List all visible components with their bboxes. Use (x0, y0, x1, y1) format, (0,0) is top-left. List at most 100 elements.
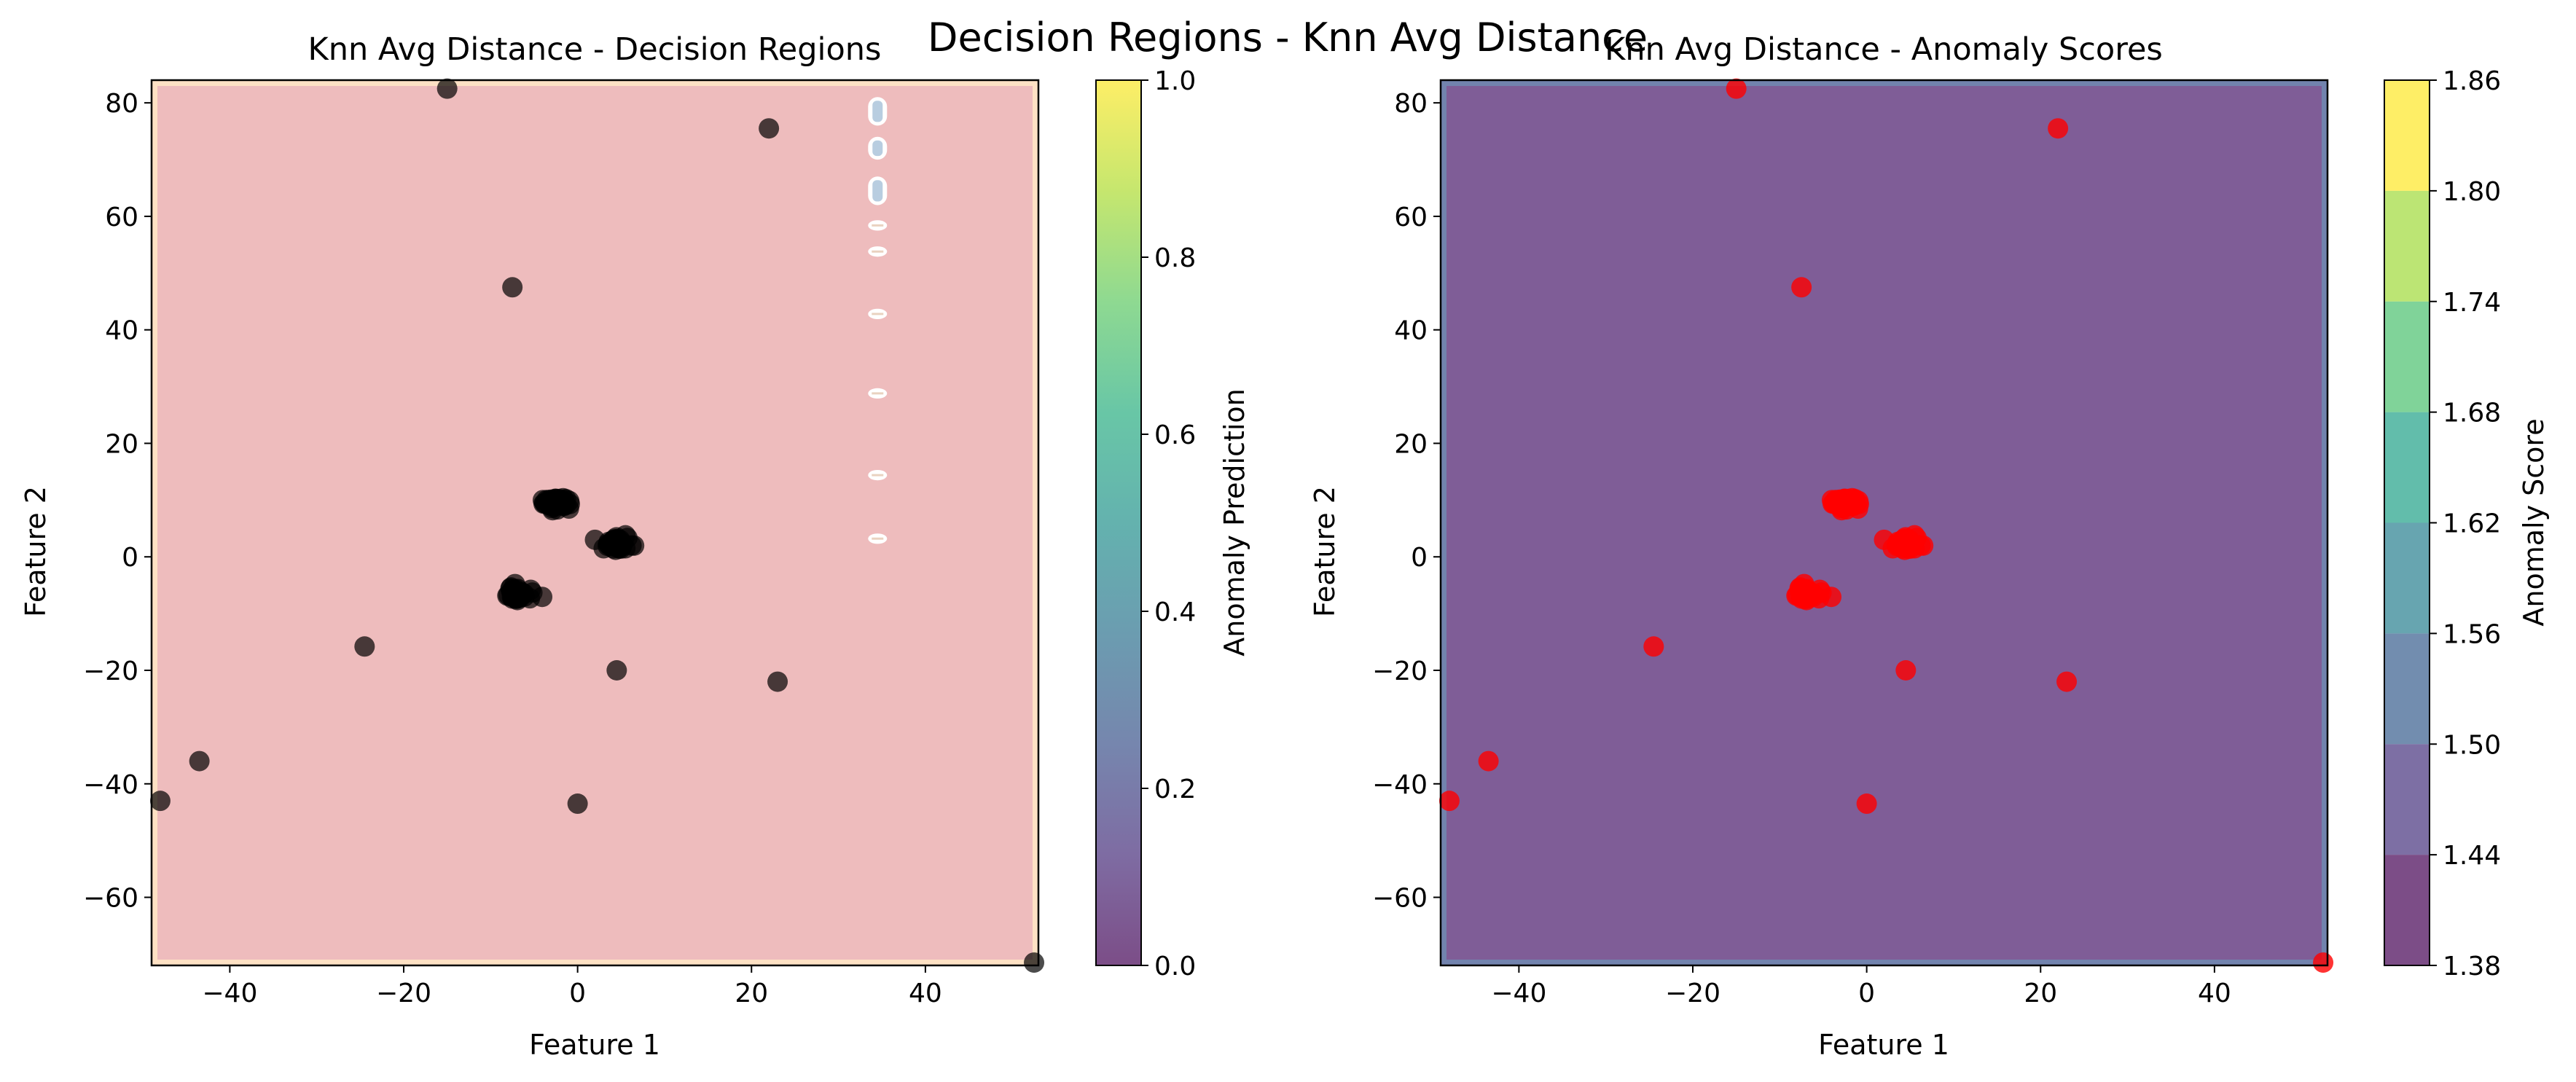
prediction-colorbar-gradient (1096, 80, 1141, 965)
anomaly-scores-ylabel: Feature 2 (1309, 486, 1341, 617)
decision-regions-y-tick-label: −60 (83, 884, 138, 914)
score-colorbar-ticks: 1.38 1.44 1.50 1.56 1.62 1.68 1.74 1.80 1.86 (2430, 66, 2501, 981)
prediction-colorbar-tick-label: 0.0 (1154, 952, 1196, 981)
prediction-colorbar-frame (1095, 79, 1142, 966)
score-colorbar-tick-label: 1.56 (2443, 619, 2501, 649)
decision-regions-outlier-point (436, 78, 458, 99)
decision-regions-panel: −40 −20 0 20 40 −60 −40 −20 0 20 40 60 80 Knn Avg D… (20, 31, 1045, 1061)
anomaly-scores-outlier-point (1791, 277, 1812, 298)
decision-regions-outlier-point (189, 750, 210, 772)
anomaly-scores-cluster-point (1882, 538, 1903, 559)
decision-regions-x-tick-label: −20 (376, 979, 431, 1008)
anomaly-scores-x-tick-label: 40 (2198, 979, 2231, 1008)
anomaly-scores-frame (1439, 79, 2329, 967)
score-colorbar-band (2384, 522, 2430, 634)
decision-regions-points (149, 78, 1045, 973)
anomaly-scores-cluster-point (1847, 498, 1868, 520)
prediction-colorbar-tick-label: 1.0 (1154, 66, 1196, 96)
score-colorbar-band (2384, 412, 2430, 523)
decision-regions-y-tick-label: 0 (122, 543, 138, 573)
anomaly-scores-x-tick-label: 20 (2024, 979, 2057, 1008)
anomaly-scores-cluster-point (1821, 490, 1842, 511)
decision-regions-outlier-point (1024, 952, 1045, 973)
decision-regions-outlier-point (149, 791, 171, 812)
anomaly-scores-points (1438, 78, 2334, 973)
score-colorbar-tick-label: 1.68 (2443, 399, 2501, 428)
decision-regions-y-tick-label: −40 (83, 770, 138, 800)
prediction-colorbar-tick-label: 0.2 (1154, 775, 1196, 804)
score-colorbar-tick-label: 1.80 (2443, 177, 2501, 207)
score-colorbar-band (2384, 633, 2430, 745)
anomaly-scores-outlier-point (2048, 118, 2069, 139)
score-colorbar-label: Anomaly Score (2518, 418, 2550, 626)
decision-regions-y-axis: −60 −40 −20 0 20 40 60 80 (83, 89, 152, 914)
score-colorbar-tick-label: 1.44 (2443, 841, 2501, 871)
decision-regions-x-tick-label: 40 (909, 979, 942, 1008)
anomaly-scores-x-tick-label: 0 (1858, 979, 1875, 1008)
score-colorbar-band (2384, 190, 2430, 302)
decision-regions-x-axis: −40 −20 0 20 40 (202, 965, 942, 1008)
score-colorbar-bands (2384, 80, 2430, 965)
decision-regions-frame (150, 79, 1040, 967)
anomaly-scores-x-tick-label: −20 (1665, 979, 1720, 1008)
prediction-colorbar-label: Anomaly Prediction (1218, 388, 1250, 656)
anomaly-scores-outlier-point (1478, 750, 1499, 772)
anomaly-scores-xlabel: Feature 1 (1818, 1029, 1949, 1061)
anomaly-scores-outlier-point (1438, 791, 1460, 812)
decision-regions-cluster-point (532, 490, 553, 511)
decision-regions-title: Knn Avg Distance - Decision Regions (308, 31, 882, 68)
figure-suptitle: Decision Regions - Knn Avg Distance (928, 15, 1648, 60)
anomaly-scores-y-tick-label: 60 (1394, 203, 1428, 232)
anomaly-scores-y-tick-label: −40 (1372, 770, 1428, 800)
decision-regions-y-tick-label: 20 (105, 429, 138, 459)
score-colorbar-band (2384, 855, 2430, 965)
decision-regions-outlier-point (767, 671, 788, 692)
anomaly-scores-y-tick-label: 80 (1394, 89, 1428, 119)
decision-regions-cluster-point (558, 498, 579, 520)
decision-regions-x-tick-label: 20 (735, 979, 768, 1008)
decision-regions-outlier-point (606, 660, 627, 681)
decision-regions-y-tick-label: 40 (105, 316, 138, 346)
decision-regions-outlier-point (354, 636, 375, 657)
score-colorbar-tick-label: 1.86 (2443, 66, 2501, 96)
decision-regions-outlier-point (567, 793, 588, 815)
anomaly-scores-cluster-point (1904, 525, 1925, 546)
anomaly-scores-region (1446, 86, 2322, 960)
anomaly-region-column (868, 97, 888, 544)
score-colorbar-band (2384, 744, 2430, 855)
decision-regions-cluster-point (615, 525, 636, 546)
decision-regions-cluster-point (522, 582, 543, 603)
anomaly-scores-y-tick-label: 20 (1394, 429, 1428, 459)
decision-regions-x-tick-label: −40 (202, 979, 257, 1008)
anomaly-region-fill (872, 140, 883, 157)
anomaly-scores-y-tick-label: −60 (1372, 884, 1428, 914)
decision-regions-y-tick-label: −20 (83, 656, 138, 686)
decision-regions-x-tick-label: 0 (569, 979, 586, 1008)
score-colorbar-tick-label: 1.50 (2443, 730, 2501, 760)
anomaly-scores-y-tick-label: 40 (1394, 316, 1428, 346)
score-colorbar-band (2384, 301, 2430, 412)
anomaly-scores-outlier-point (1726, 78, 1747, 99)
anomaly-scores-panel: −40 −20 0 20 40 −60 −40 −20 0 20 40 60 80 Knn Avg D… (1309, 31, 2334, 1061)
decision-regions-xlabel: Feature 1 (529, 1029, 660, 1061)
decision-regions-y-tick-label: 60 (105, 203, 138, 232)
score-colorbar-tick-label: 1.38 (2443, 952, 2501, 981)
decision-regions-cluster-point (593, 538, 614, 559)
decision-regions-outlier-point (759, 118, 780, 139)
prediction-colorbar-tick-label: 0.8 (1154, 243, 1196, 273)
decision-regions-ylabel: Feature 2 (20, 486, 52, 617)
anomaly-scores-title: Knn Avg Distance - Anomaly Scores (1605, 31, 2163, 68)
decision-regions-outlier-point (502, 277, 523, 298)
prediction-colorbar-tick-label: 0.6 (1154, 420, 1196, 450)
anomaly-scores-y-tick-label: −20 (1372, 656, 1428, 686)
anomaly-scores-y-tick-label: 0 (1411, 543, 1428, 573)
anomaly-scores-outlier-point (1856, 793, 1877, 815)
anomaly-scores-x-tick-label: −40 (1491, 979, 1546, 1008)
anomaly-scores-outlier-point (2313, 952, 2334, 973)
prediction-colorbar: 0.0 0.2 0.4 0.6 0.8 1.0 Anomaly Prediction (1095, 66, 1250, 981)
anomaly-scores-outlier-point (1895, 660, 1917, 681)
score-colorbar: 1.38 1.44 1.50 1.56 1.62 1.68 1.74 1.80 1.86 Ano… (2384, 66, 2550, 981)
anomaly-scores-outlier-point (2056, 671, 2078, 692)
score-colorbar-tick-label: 1.74 (2443, 288, 2501, 318)
anomaly-scores-cluster-point (1793, 573, 1814, 595)
